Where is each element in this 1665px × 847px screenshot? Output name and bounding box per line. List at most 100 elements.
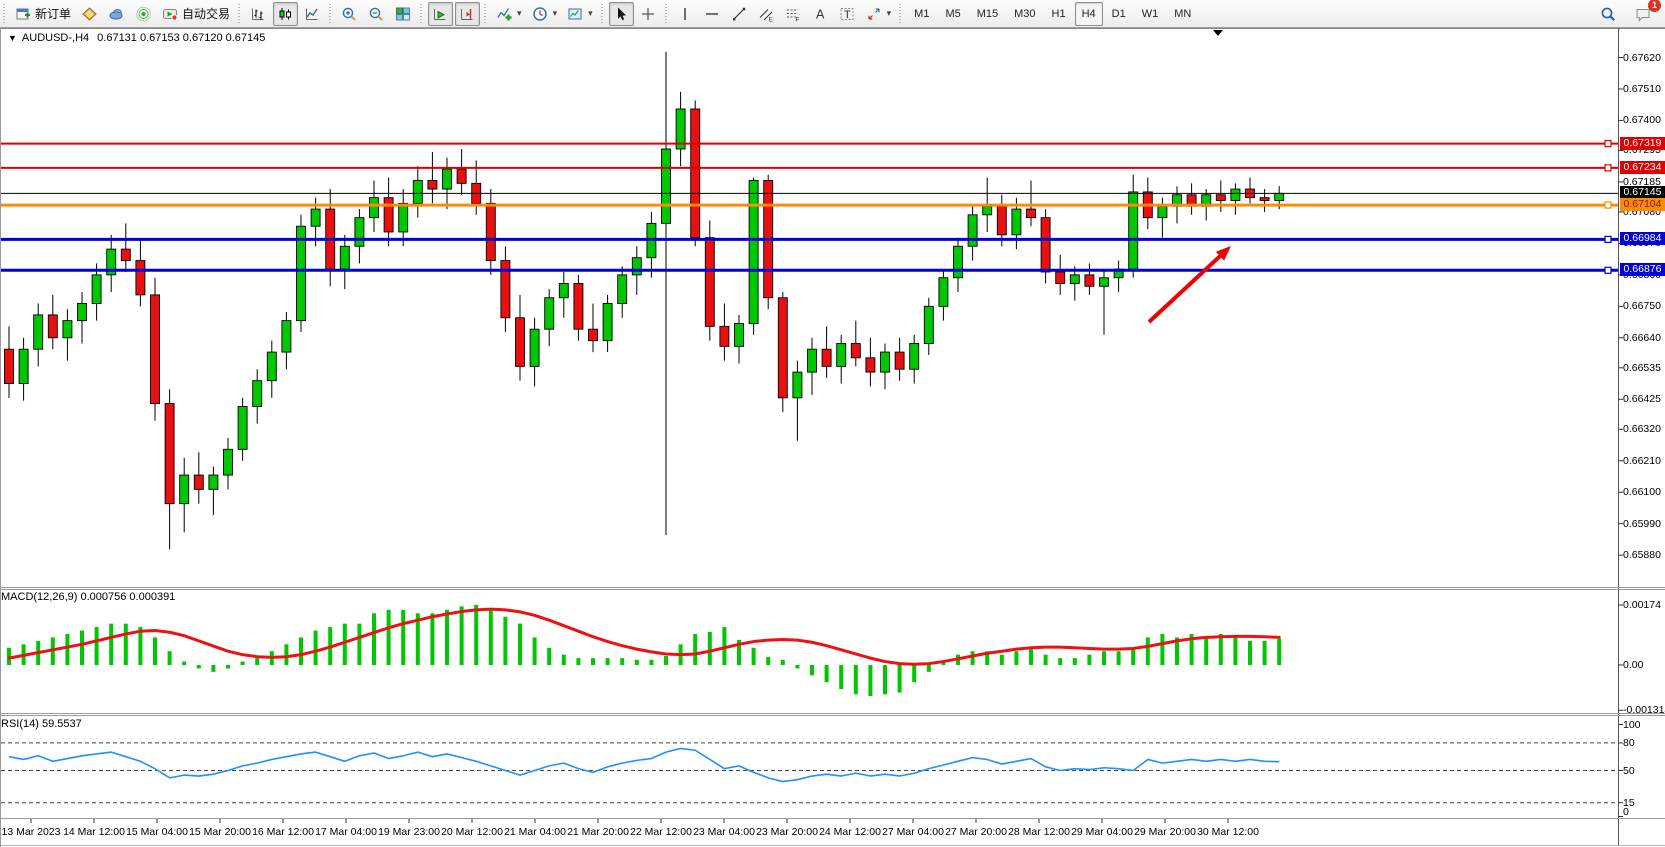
- price-level-badge: 0.67319: [1620, 136, 1665, 150]
- tf-h1-button-label: H1: [1051, 7, 1066, 20]
- time-axis-label: 30 Mar 12:00: [1197, 826, 1259, 838]
- text-button[interactable]: A: [808, 2, 833, 26]
- clock-icon: [532, 6, 549, 22]
- candlestick-button[interactable]: [273, 1, 299, 26]
- channel-button[interactable]: E: [754, 2, 779, 26]
- tile-windows-button[interactable]: [391, 2, 416, 26]
- horizontal-line-button[interactable]: [700, 2, 725, 26]
- periods-button[interactable]: ▾: [528, 2, 562, 26]
- zoom-in-button[interactable]: [337, 2, 362, 26]
- chart-svg[interactable]: [1, 28, 1665, 847]
- notifications-button[interactable]: 1: [1631, 0, 1661, 26]
- chart-dropdown-icon[interactable]: ▼: [8, 33, 17, 43]
- diamond-icon: [81, 6, 98, 22]
- tf-d1-button[interactable]: D1: [1105, 2, 1133, 26]
- zoom-out-button[interactable]: [364, 2, 389, 26]
- virtual-hosting-button[interactable]: [104, 2, 129, 26]
- toolbar-group-handle[interactable]: [420, 3, 426, 24]
- time-axis-label: 28 Mar 12:00: [1008, 826, 1070, 838]
- rsi-axis-tick: 80: [1623, 736, 1635, 749]
- search-button[interactable]: [1596, 2, 1621, 26]
- insert-group: ▾ ▾ ▾: [491, 0, 598, 28]
- tf-m15-button[interactable]: M15: [970, 2, 1005, 26]
- autotrading-button[interactable]: 自动交易: [158, 2, 234, 26]
- signals-button[interactable]: [131, 2, 156, 26]
- tf-h4-button[interactable]: H4: [1074, 1, 1103, 26]
- line-chart-button[interactable]: [300, 2, 325, 26]
- text-label-icon: T: [839, 6, 856, 22]
- notification-badge: 1: [1648, 0, 1661, 12]
- toolbar-group-handle[interactable]: [600, 3, 606, 24]
- tf-d1-button-label: D1: [1111, 7, 1126, 20]
- indicators-icon: [496, 6, 513, 22]
- price-level-badge: 0.67234: [1620, 160, 1665, 174]
- cloud-icon: [108, 6, 125, 22]
- time-axis-label: 21 Mar 20:00: [567, 826, 629, 838]
- price-axis-tick: 0.66100: [1623, 486, 1661, 499]
- toolbar-group-handle[interactable]: [238, 3, 244, 24]
- toolbar-group-handle[interactable]: [329, 3, 335, 24]
- crosshair-icon: [640, 6, 657, 22]
- chevron-down-icon: ▾: [517, 8, 522, 18]
- chart-symbol-period: AUDUSD-,H4: [21, 32, 90, 44]
- new-order-button[interactable]: 新订单: [11, 2, 75, 26]
- cursor-button[interactable]: [608, 1, 634, 26]
- time-axis-label: 13 Mar 2023: [1, 826, 61, 838]
- price-axis-tick: 0.67510: [1623, 82, 1661, 95]
- hline-icon: [704, 6, 721, 22]
- vertical-line-button[interactable]: [673, 2, 698, 26]
- toolbar-right: 1: [1595, 0, 1661, 28]
- pointer-group: [608, 0, 662, 28]
- chart-shift-button[interactable]: [455, 1, 481, 26]
- line-chart-icon: [304, 6, 321, 22]
- auto-scroll-button[interactable]: [428, 1, 454, 26]
- bar-chart-button[interactable]: [246, 2, 271, 26]
- tf-w1-button-label: W1: [1141, 7, 1159, 20]
- svg-text:E: E: [768, 16, 773, 22]
- tf-w1-button[interactable]: W1: [1135, 2, 1166, 26]
- price-axis-tick: 0.66640: [1623, 331, 1661, 344]
- price-axis-tick: 0.66320: [1623, 423, 1661, 436]
- tf-m5-button[interactable]: M5: [938, 2, 967, 26]
- fibonacci-icon: F: [785, 6, 802, 22]
- tf-h1-button[interactable]: H1: [1045, 2, 1073, 26]
- arrows-button[interactable]: ▾: [862, 2, 896, 26]
- mql5-wizard-button[interactable]: [77, 2, 102, 26]
- toolbar-group-handle[interactable]: [3, 3, 8, 24]
- macd-axis-tick: 0.00: [1623, 659, 1644, 671]
- new-order-button-label: 新订单: [35, 7, 72, 21]
- svg-text:A: A: [816, 7, 825, 21]
- trade-group: 新订单 自动交易: [10, 0, 235, 28]
- time-axis-label: 29 Mar 20:00: [1134, 826, 1196, 838]
- chevron-down-icon: ▾: [588, 8, 593, 18]
- search-icon: [1600, 6, 1617, 22]
- indicators-button[interactable]: ▾: [492, 2, 526, 26]
- tf-m30-button[interactable]: M30: [1007, 2, 1042, 26]
- price-level-badge: 0.67104: [1620, 198, 1665, 212]
- toolbar-group-handle[interactable]: [664, 3, 670, 24]
- chevron-down-icon: ▾: [886, 8, 892, 18]
- tf-mn-button[interactable]: MN: [1167, 2, 1198, 26]
- svg-text:F: F: [795, 16, 799, 22]
- toolbar-group-handle[interactable]: [899, 3, 905, 24]
- text-label-button[interactable]: T: [835, 2, 860, 26]
- zoom-in-icon: [341, 6, 358, 22]
- price-axis-tick: 0.65990: [1623, 517, 1661, 530]
- vline-icon: [677, 6, 694, 22]
- signal-icon: [135, 6, 152, 22]
- fibonacci-button[interactable]: F: [781, 2, 806, 26]
- chart-canvas[interactable]: ▼ AUDUSD-,H4 0.67131 0.67153 0.67120 0.671…: [0, 28, 1665, 847]
- time-axis-label: 27 Mar 20:00: [945, 826, 1007, 838]
- tf-m1-button[interactable]: M1: [907, 2, 936, 26]
- macd-name: MACD(12,26,9): [1, 591, 78, 603]
- toolbar-group-handle[interactable]: [484, 3, 490, 24]
- chart-type-group: [245, 0, 326, 28]
- templates-button[interactable]: ▾: [563, 2, 597, 26]
- trendline-icon: [731, 6, 748, 22]
- trendline-button[interactable]: [727, 2, 752, 26]
- crosshair-button[interactable]: [636, 2, 661, 26]
- price-axis-tick: 0.67400: [1623, 114, 1661, 127]
- tile-windows-icon: [395, 6, 412, 22]
- rsi-axis-tick: 0: [1623, 806, 1629, 818]
- price-level-badge: 0.66984: [1620, 232, 1665, 246]
